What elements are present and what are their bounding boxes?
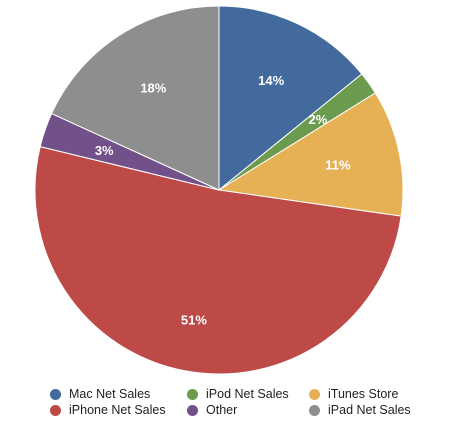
legend-item-other: Other [187, 402, 237, 418]
pie-chart-plot: 14% 2% 11% 51% 3% 18% [34, 5, 404, 375]
legend-label: iPhone Net Sales [69, 403, 166, 417]
legend: Mac Net Sales iPod Net Sales iTunes Store i… [0, 384, 467, 424]
pie-slice-itunes-store [217, 92, 404, 217]
legend-swatch [309, 388, 320, 400]
legend-item-ipad-net-sales: iPad Net Sales [309, 402, 411, 418]
legend-item-itunes-store: iTunes Store [309, 386, 398, 402]
legend-label: iPad Net Sales [328, 403, 411, 417]
pie-slice-iphone-net-sales [34, 146, 402, 375]
slice-label-ipod-net-sales: 2% [309, 112, 328, 127]
slice-label-itunes-store: 11% [325, 158, 351, 173]
pie-slice-ipad-net-sales [50, 5, 220, 191]
legend-swatch [187, 388, 198, 400]
pie-slices [34, 5, 404, 375]
legend-label: iPod Net Sales [206, 387, 289, 401]
legend-item-mac-net-sales: Mac Net Sales [50, 386, 150, 402]
legend-label: Mac Net Sales [69, 387, 151, 401]
legend-item-ipod-net-sales: iPod Net Sales [187, 386, 289, 402]
legend-swatch [187, 404, 198, 416]
slice-label-other: 3% [95, 143, 114, 158]
legend-swatch [50, 388, 61, 400]
legend-swatch [309, 404, 320, 416]
legend-item-iphone-net-sales: iPhone Net Sales [50, 402, 166, 418]
legend-label: Other [206, 403, 238, 417]
legend-label: iTunes Store [328, 387, 399, 401]
slice-label-mac-net-sales: 14% [258, 73, 284, 88]
slice-label-iphone-net-sales: 51% [181, 313, 207, 328]
slice-label-ipad-net-sales: 18% [140, 80, 166, 95]
pie-slice-mac-net-sales [218, 5, 363, 192]
legend-swatch [50, 404, 61, 416]
pie-slice-labels: 14% 2% 11% 51% 3% 18% [95, 73, 351, 328]
